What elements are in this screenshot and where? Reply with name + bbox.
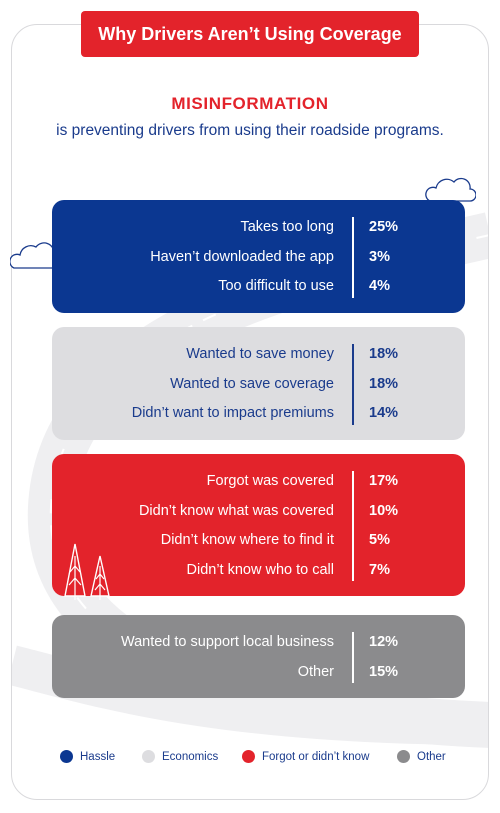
row-value: 14% [369, 405, 399, 421]
row-label: Didn’t want to impact premiums [131, 405, 334, 421]
panel-economics: Wanted to save money 18% Wanted to save co… [52, 327, 465, 440]
row-label: Didn’t know where to find it [160, 532, 334, 548]
row-label: Forgot was covered [206, 473, 334, 489]
panel-other: Wanted to support local business 12% Other… [52, 615, 465, 698]
table-row: Didn’t know where to find it 5% [52, 528, 465, 552]
table-row: Wanted to save money 18% [52, 342, 465, 366]
table-row: Didn’t want to impact premiums 14% [52, 401, 465, 425]
row-value: 3% [369, 248, 390, 265]
legend-label: Hassle [80, 751, 116, 763]
row-label: Didn’t know who to call [186, 561, 335, 578]
row-value: 12% [369, 634, 399, 650]
row-value: 15% [369, 663, 399, 680]
row-value: 18% [369, 346, 399, 362]
row-value: 7% [369, 561, 390, 578]
table-row: Other 15% [52, 660, 465, 684]
legend-swatch [242, 750, 255, 763]
panel-divider [352, 344, 354, 425]
legend-swatch [60, 750, 73, 763]
panel-hassle: Takes too long 25% Haven’t downloaded the … [52, 200, 465, 313]
table-row: Wanted to save coverage 18% [52, 372, 465, 396]
table-row: Didn’t know who to call 7% [52, 558, 465, 582]
row-value: 17% [369, 473, 399, 489]
row-label: Takes too long [240, 219, 334, 235]
row-label: Wanted to save coverage [170, 375, 334, 392]
table-row: Didn’t know what was covered 10% [52, 499, 465, 523]
panel-divider [352, 217, 354, 298]
cloud-icon [425, 177, 476, 202]
table-row: Takes too long 25% [52, 215, 465, 239]
panel-divider [352, 471, 354, 581]
legend-label: Economics [162, 751, 219, 763]
table-row: Wanted to support local business 12% [52, 630, 465, 654]
legend-label: Forgot or didn’t know [262, 751, 370, 763]
row-value: 5% [369, 532, 390, 548]
row-label: Didn’t know what was covered [138, 502, 334, 519]
headline: MISINFORMATION [171, 94, 329, 113]
legend-label: Other [417, 751, 446, 763]
row-label: Wanted to save money [186, 346, 334, 362]
row-label: Other [297, 663, 334, 680]
row-value: 4% [369, 278, 390, 294]
row-label: Wanted to support local business [120, 634, 334, 650]
tree-icon [64, 543, 110, 600]
panel-divider [352, 632, 354, 683]
table-row: Haven’t downloaded the app 3% [52, 245, 465, 269]
subheadline: is preventing drivers from using their r… [56, 122, 444, 139]
panel-forgot-or-didn-t-know: Forgot was covered 17% Didn’t know what wa… [52, 454, 465, 596]
row-value: 10% [369, 502, 399, 519]
row-label: Too difficult to use [218, 278, 334, 294]
title-banner: Why Drivers Aren’t Using Coverage [81, 11, 419, 57]
legend-swatch [142, 750, 155, 763]
legend-swatch [397, 750, 410, 763]
row-label: Haven’t downloaded the app [150, 248, 334, 265]
table-row: Too difficult to use 4% [52, 274, 465, 298]
table-row: Forgot was covered 17% [52, 469, 465, 493]
row-value: 25% [369, 219, 399, 235]
row-value: 18% [369, 375, 399, 392]
